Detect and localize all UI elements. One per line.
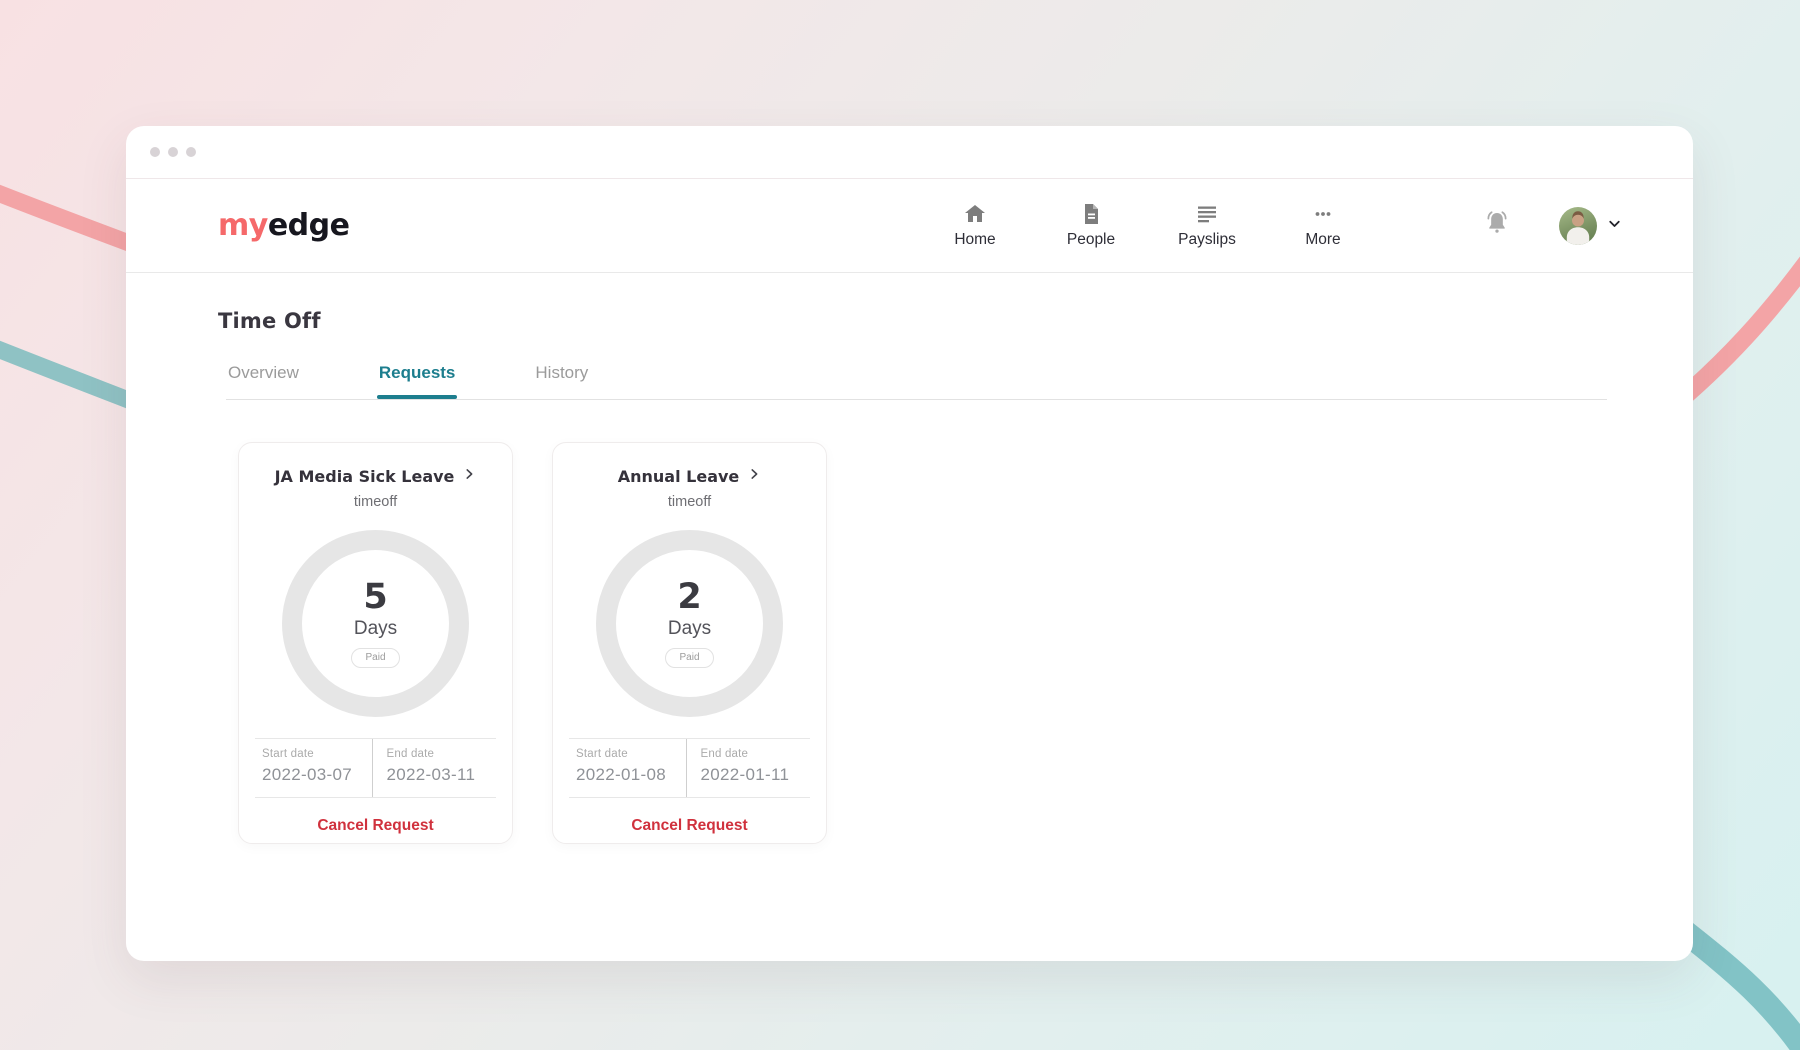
start-date-column: Start date 2022-01-08 [569,739,687,797]
request-card-title-link[interactable]: JA Media Sick Leave [255,467,496,486]
nav-label: More [1305,231,1341,248]
start-date-value: 2022-01-08 [576,765,666,784]
tab-overview[interactable]: Overview [228,363,299,382]
cancel-request-button[interactable]: Cancel Request [631,817,748,834]
days-ring: 2 Days Paid [596,530,783,717]
nav-label: Payslips [1178,231,1236,248]
days-unit: Days [667,617,712,639]
chevron-down-icon [1606,215,1623,237]
nav-item-people[interactable]: People [1059,202,1123,249]
tab-requests[interactable]: Requests [376,363,458,399]
request-title: JA Media Sick Leave [274,467,455,486]
request-card: Annual Leave timeoff 2 Days Paid Start d [552,442,827,844]
avatar [1559,206,1597,245]
end-date-label: End date [386,748,435,760]
request-card-list: JA Media Sick Leave timeoff 5 Days Paid [238,442,1607,844]
bell-icon [1483,209,1511,242]
brand-logo-primary: my [218,207,268,243]
nav-label: Home [954,231,996,248]
home-icon [963,202,987,226]
paid-badge: Paid [351,647,400,668]
date-range: Start date 2022-03-07 End date 2022-03-1… [255,738,496,798]
start-date-value: 2022-03-07 [262,765,352,784]
window-dot-icon [186,147,196,157]
days-unit: Days [353,617,398,639]
request-category: timeoff [353,494,398,510]
request-card-title-link[interactable]: Annual Leave [569,467,810,486]
date-range: Start date 2022-01-08 End date 2022-01-1… [569,738,810,798]
tab-bar: Overview Requests History [226,363,1607,400]
user-menu[interactable] [1559,206,1623,245]
request-title: Annual Leave [617,467,740,486]
cancel-request-button[interactable]: Cancel Request [317,817,434,834]
brand-logo-secondary: edge [267,207,350,243]
chevron-right-icon [747,467,761,486]
brand-logo: myedge [218,207,350,243]
request-category: timeoff [667,494,712,510]
app-window: myedge Home [126,126,1693,961]
request-card: JA Media Sick Leave timeoff 5 Days Paid [238,442,513,844]
end-date-value: 2022-03-11 [386,765,476,784]
end-date-column: End date 2022-03-11 [373,739,497,797]
chevron-right-icon [462,467,476,486]
nav-item-home[interactable]: Home [943,202,1007,249]
end-date-value: 2022-01-11 [700,765,790,784]
app-header: myedge Home [126,179,1693,273]
end-date-label: End date [700,748,749,760]
days-ring: 5 Days Paid [282,530,469,717]
start-date-label: Start date [262,748,314,760]
ellipsis-icon [1311,202,1335,226]
nav-item-more[interactable]: More [1291,202,1355,249]
page-title: Time Off [218,309,321,333]
document-icon [1079,202,1103,226]
nav-item-payslips[interactable]: Payslips [1175,202,1239,249]
notifications-button[interactable] [1483,209,1511,242]
start-date-column: Start date 2022-03-07 [255,739,373,797]
main-nav: Home People [943,202,1355,249]
days-count: 5 [363,577,388,618]
page-content: Time Off Overview Requests History JA Me… [126,309,1693,844]
days-count: 2 [677,577,702,618]
end-date-column: End date 2022-01-11 [687,739,811,797]
list-lines-icon [1195,202,1219,226]
window-titlebar [126,126,1693,179]
start-date-label: Start date [576,748,628,760]
window-dot-icon [168,147,178,157]
paid-badge: Paid [665,647,714,668]
window-dot-icon [150,147,160,157]
tab-history[interactable]: History [535,363,589,382]
nav-label: People [1066,231,1116,248]
